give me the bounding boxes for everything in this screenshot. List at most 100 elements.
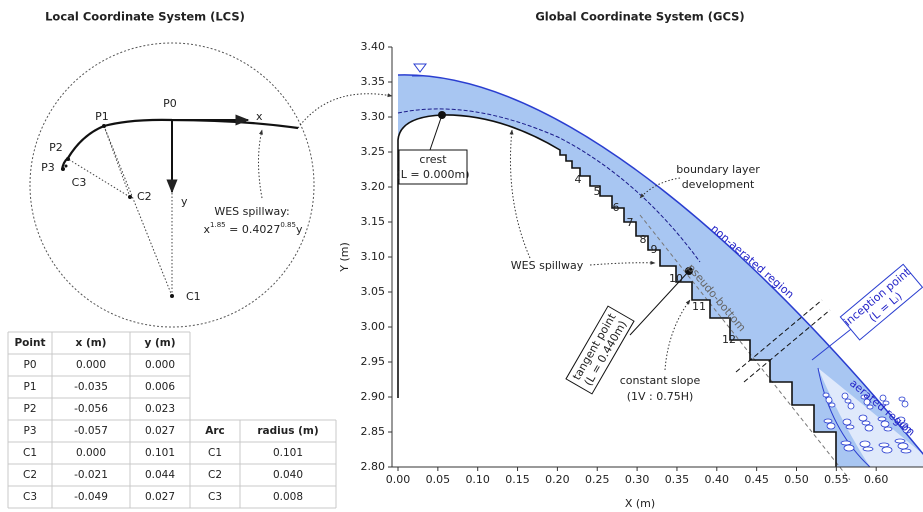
table-cell: C3 (23, 491, 37, 503)
step-number: 6 (613, 201, 620, 214)
radius-lines (63, 120, 172, 296)
y-axis-title: Y (m) (338, 242, 351, 273)
x-tick-label: 0.25 (585, 473, 610, 486)
table-cell: 0.008 (273, 491, 303, 503)
equation: x1.85 = 0.40270.85y (204, 221, 303, 236)
bubble (895, 439, 905, 443)
bubble (879, 443, 889, 447)
bubble (829, 403, 835, 407)
center-label: C2 (137, 190, 152, 203)
bubble (865, 425, 873, 431)
x-tick-label: 0.55 (824, 473, 849, 486)
center-label: C1 (186, 290, 201, 303)
gcs-diagram: 2.802.852.902.953.003.053.103.153.203.25… (338, 40, 923, 510)
boundary-layer-label: boundary layer (676, 163, 760, 176)
step-number: 10 (669, 272, 683, 285)
bubble (898, 443, 908, 449)
table-cell: -0.021 (74, 469, 108, 481)
slope-label: (1V : 0.75H) (627, 390, 694, 403)
y-tick-label: 3.35 (361, 75, 386, 88)
gcs-title: Global Coordinate System (GCS) (535, 10, 744, 24)
y-tick-label: 3.10 (361, 250, 386, 263)
bubble (845, 399, 851, 403)
table-cell: 0.027 (145, 491, 175, 503)
table-cell: -0.049 (74, 491, 108, 503)
wes-label: WES spillway (511, 259, 584, 272)
point-label: P2 (49, 141, 63, 154)
table-cell: 0.101 (145, 447, 175, 459)
x-tick-label: 0.40 (705, 473, 730, 486)
table-cell: -0.056 (74, 403, 108, 415)
y-tick-label: 3.40 (361, 40, 386, 53)
x-tick-label: 0.50 (784, 473, 809, 486)
eq-part: = 0.4027 (226, 223, 281, 236)
y-tick-label: 3.00 (361, 320, 386, 333)
step-number: 4 (575, 173, 582, 186)
x-tick-label: 0.20 (545, 473, 570, 486)
x-tick-label: 0.05 (426, 473, 451, 486)
table-cell: 0.006 (145, 381, 175, 393)
slope-label: constant slope (620, 374, 701, 387)
table-header: Arc (205, 425, 225, 437)
x-tick-label: 0.35 (665, 473, 690, 486)
bubble (841, 441, 851, 445)
y-axis-label: y (181, 195, 188, 208)
y-tick-label: 3.15 (361, 215, 386, 228)
table-cell: 0.027 (145, 425, 175, 437)
x-tick-label: 0.45 (744, 473, 769, 486)
y-tick-label: 3.30 (361, 110, 386, 123)
x-axis-title: X (m) (625, 497, 655, 510)
equation-arrow (259, 130, 263, 198)
table-cell: 0.000 (76, 359, 106, 371)
equation-label: WES spillway: (214, 205, 289, 218)
point-label: P1 (95, 110, 109, 123)
table-cell: P3 (23, 425, 36, 437)
leader (430, 115, 442, 150)
x-tick-label: 0.60 (864, 473, 889, 486)
bubble (863, 447, 873, 451)
bubble (860, 441, 870, 447)
y-tick-label: 3.05 (361, 285, 386, 298)
bubble (843, 419, 851, 425)
x-tick-label: 0.30 (625, 473, 650, 486)
step-number: 8 (640, 233, 647, 246)
bubble (881, 421, 889, 427)
bubble (826, 397, 832, 403)
bubble (842, 393, 848, 399)
eq-part: y (296, 223, 303, 236)
y-tick-label: 3.25 (361, 145, 386, 158)
table-cell: P2 (23, 403, 36, 415)
bubble (823, 393, 829, 397)
bubble (884, 427, 892, 431)
bubble (899, 397, 905, 401)
leader (665, 300, 690, 370)
step-number: 11 (692, 300, 706, 313)
crest-label: (L = 0.000m) (396, 168, 469, 181)
table-header: y (m) (144, 337, 175, 349)
bubble (901, 449, 911, 453)
spillway-curve (62, 120, 298, 170)
leader (510, 130, 530, 258)
table-cell: 0.101 (273, 447, 303, 459)
table-header: Point (14, 337, 45, 349)
bubble (882, 447, 892, 453)
x-axis-label: x (256, 110, 263, 123)
table-cell: P0 (23, 359, 36, 371)
table-cell: C1 (208, 447, 222, 459)
bubble (848, 403, 854, 409)
x-tick-label: 0.00 (386, 473, 411, 486)
bubble (827, 423, 835, 429)
table-cell: 0.023 (145, 403, 175, 415)
boundary-layer-label: development (682, 178, 755, 191)
table-cell: C2 (23, 469, 37, 481)
x-tick-label: 0.15 (505, 473, 530, 486)
center-label: C3 (72, 176, 87, 189)
crest-label: crest (419, 153, 447, 166)
bubble (844, 445, 854, 451)
x-tick-label: 0.10 (465, 473, 490, 486)
table-cell: -0.035 (74, 381, 108, 393)
lcs-diagram: P0 P1 P2 P3 C1 C2 C3 x y WES spillway: x… (30, 43, 392, 327)
table-header: x (m) (76, 337, 107, 349)
point-dots (61, 124, 174, 298)
